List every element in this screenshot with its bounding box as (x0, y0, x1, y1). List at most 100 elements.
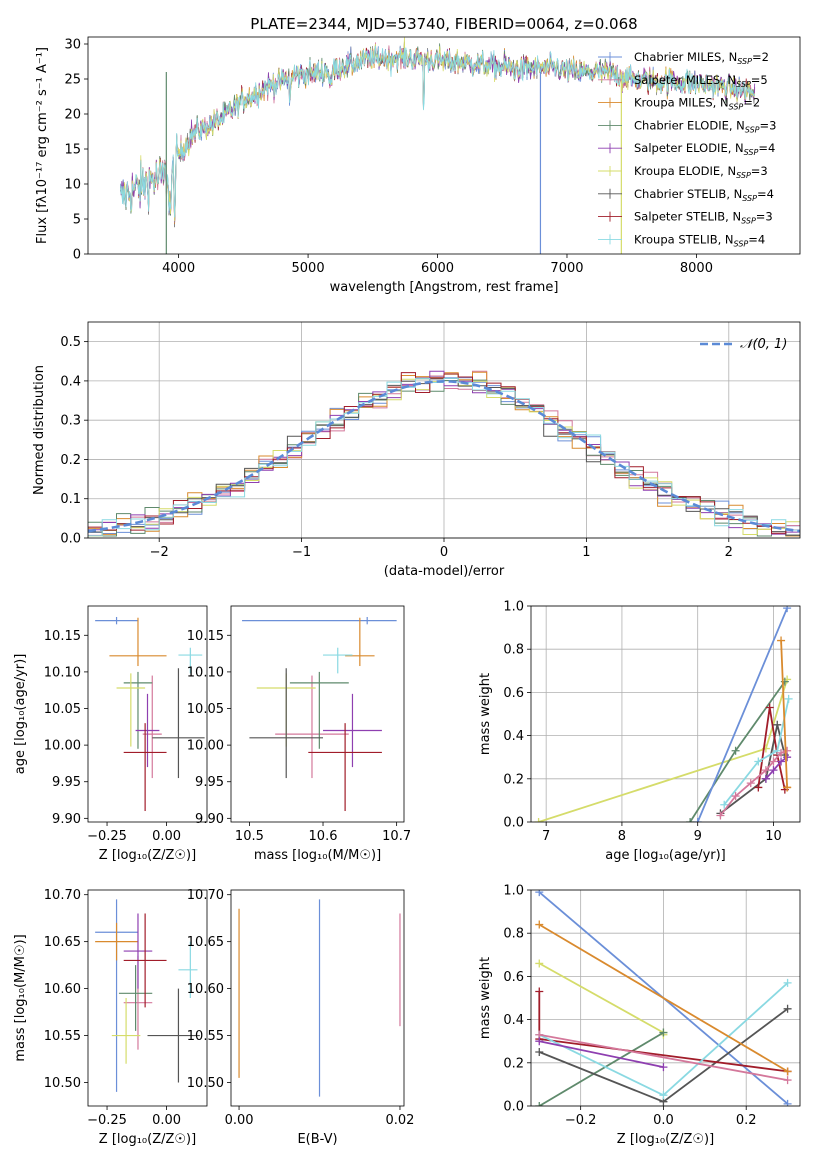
mass_weight_vs_age-axes: 7 8 9 10 0.0 0.2 0.4 0.6 0.8 1.0 age [log₁₀(age/yr… (478, 600, 801, 863)
weight-marker (659, 1091, 668, 1100)
mass_weight_vs_Z-panel: −0.2 0.0 0.2 0.0 0.2 0.4 0.6 0.8 1.0 Z [log₁₀(Z/Z… (478, 884, 801, 1147)
x-axis-label: E(B-V) (297, 1132, 337, 1147)
weight-series-line (765, 756, 788, 780)
y-axis-label: mass weight (478, 673, 493, 755)
weight-marker (686, 818, 695, 822)
weight-series-line (538, 923, 789, 1073)
x-tick-label: −0.25 (87, 829, 127, 844)
residuals-panel: −2 −1 0 1 2 0.0 0.1 0.2 0.3 0.4 0.5 (data-model)/er… (32, 321, 801, 579)
weight-marker (777, 636, 786, 645)
age_vs_Z-panel: −0.25 0.00 9.90 9.95 10.00 10.05 10.10 10.15 Z [… (13, 605, 208, 863)
x-tick-label: 8000 (680, 261, 713, 276)
y-tick-label: 9.90 (52, 812, 81, 827)
weight-marker (693, 818, 702, 822)
y-tick-label: 9.90 (195, 812, 224, 827)
spectrum-legend: Chabrier MILES, NSSP=2 Salpeter MILES, NS… (598, 50, 776, 248)
mass_vs_ebv-plot-area (238, 899, 401, 1097)
spectrum-panel: 4000 5000 6000 7000 8000 0 5 10 15 20 25 30 waveleng… (35, 36, 801, 295)
age_vs_Z-frame (87, 605, 208, 823)
y-tick-label: 10.15 (187, 629, 224, 644)
x-tick-label: 7 (542, 829, 550, 844)
weight-marker (769, 766, 778, 775)
weight-marker (783, 1004, 792, 1013)
figure-title: PLATE=2344, MJD=53740, FIBERID=0064, z=0… (250, 15, 637, 33)
y-tick-label: 0.2 (503, 772, 524, 787)
mass_weight_vs_Z-frame (530, 889, 801, 1107)
y-tick-label: 10.70 (187, 888, 224, 903)
x-tick-label: 0.02 (386, 1113, 415, 1128)
y-axis-label: mass [log₁₀(M/M☉)] (13, 934, 28, 1061)
x-tick-label: 0.00 (152, 1113, 181, 1128)
y-tick-label: 0.1 (60, 492, 81, 507)
y-tick-label: 10.70 (44, 888, 81, 903)
y-tick-label: 10.00 (187, 739, 224, 754)
x-tick-label: 10.6 (309, 829, 338, 844)
x-axis-label: Z [log₁₀(Z/Z☉)] (99, 1132, 196, 1147)
y-tick-label: 10.60 (187, 982, 224, 997)
x-axis-label: (data-model)/error (384, 564, 505, 579)
x-tick-label: −0.25 (87, 1113, 127, 1128)
weight-series-line (538, 962, 665, 1035)
y-tick-label: 10.05 (44, 702, 81, 717)
y-tick-label: 0.4 (503, 1013, 524, 1028)
y-tick-label: 0.8 (503, 927, 524, 942)
residuals-axes: −2 −1 0 1 2 0.0 0.1 0.2 0.3 0.4 0.5 (data-model)/er… (32, 321, 801, 579)
mass_vs_ebv-frame (230, 889, 405, 1107)
mass_weight_vs_Z-grid (531, 889, 800, 1107)
y-tick-label: 9.95 (195, 775, 224, 790)
weight-marker (783, 753, 792, 762)
y-tick-label: 10.65 (44, 935, 81, 950)
weight-marker (535, 1037, 544, 1046)
mass_weight_vs_age-plot-area (534, 606, 793, 822)
legend-entry: Chabrier ELODIE, NSSP=3 (634, 118, 776, 134)
weight-marker (773, 720, 782, 729)
age_vs_mass-panel: 10.5 10.6 10.7 9.90 9.95 10.00 10.05 10.10 10.15… (187, 605, 411, 863)
weight-marker (783, 783, 792, 792)
legend-entry: Salpeter STELIB, NSSP=3 (634, 210, 773, 226)
y-tick-label: 0.0 (503, 816, 524, 831)
weight-marker (761, 774, 770, 783)
weight-marker (769, 757, 778, 766)
weight-marker (716, 811, 725, 820)
age_vs_mass-frame (230, 605, 405, 823)
mass_vs_ebv-panel: 0.00 0.02 10.50 10.55 10.60 10.65 10.70 E(B-V) (187, 888, 415, 1147)
legend-entry: Salpeter ELODIE, NSSP=4 (634, 141, 775, 157)
legend-entry: Kroupa STELIB, NSSP=4 (634, 232, 765, 248)
legend-entry: 𝒩(0, 1) (740, 337, 787, 352)
weight-marker (783, 1099, 792, 1106)
weight-marker (783, 978, 792, 987)
weight-series-line (696, 607, 788, 822)
y-tick-label: 20 (64, 108, 81, 123)
weight-marker (783, 1076, 792, 1085)
legend-entry: Chabrier STELIB, NSSP=4 (634, 187, 774, 203)
y-tick-label: 0.4 (60, 374, 81, 389)
weight-marker (659, 1063, 668, 1072)
weight-marker (754, 783, 763, 792)
x-tick-label: 10 (765, 829, 782, 844)
age_vs_Z-axes: −0.25 0.00 9.90 9.95 10.00 10.05 10.10 10.15 Z [… (13, 605, 208, 863)
y-tick-label: 10.15 (44, 629, 81, 644)
weight-series-line (719, 724, 786, 815)
mass_weight_vs_age-grid (531, 605, 800, 823)
weight-marker (783, 1067, 792, 1076)
weight-series-line (723, 698, 790, 806)
y-tick-label: 5 (73, 213, 81, 228)
weight-marker (765, 703, 774, 712)
weight-marker (761, 766, 770, 775)
weight-marker (720, 800, 729, 809)
y-axis-label: Normed distribution (32, 365, 47, 495)
y-tick-label: 0.2 (503, 1056, 524, 1071)
x-axis-label: wavelength [Angstrom, rest frame] (330, 280, 559, 295)
weight-marker (535, 1102, 544, 1106)
y-tick-label: 0.5 (60, 335, 81, 350)
mass_weight_vs_Z-plot-area (535, 890, 792, 1106)
legend-entry: Chabrier MILES, NSSP=2 (634, 50, 769, 66)
y-tick-label: 0.0 (503, 1100, 524, 1115)
y-tick-label: 25 (64, 73, 81, 88)
x-axis-label: Z [log₁₀(Z/Z☉)] (617, 1132, 714, 1147)
legend-entry: Salpeter MILES, NSSP=5 (634, 73, 768, 89)
x-tick-label: 0.00 (152, 829, 181, 844)
x-tick-label: −2 (150, 545, 169, 560)
weight-series-line (538, 679, 788, 822)
x-axis-label: mass [log₁₀(M/M☉)] (254, 848, 381, 863)
